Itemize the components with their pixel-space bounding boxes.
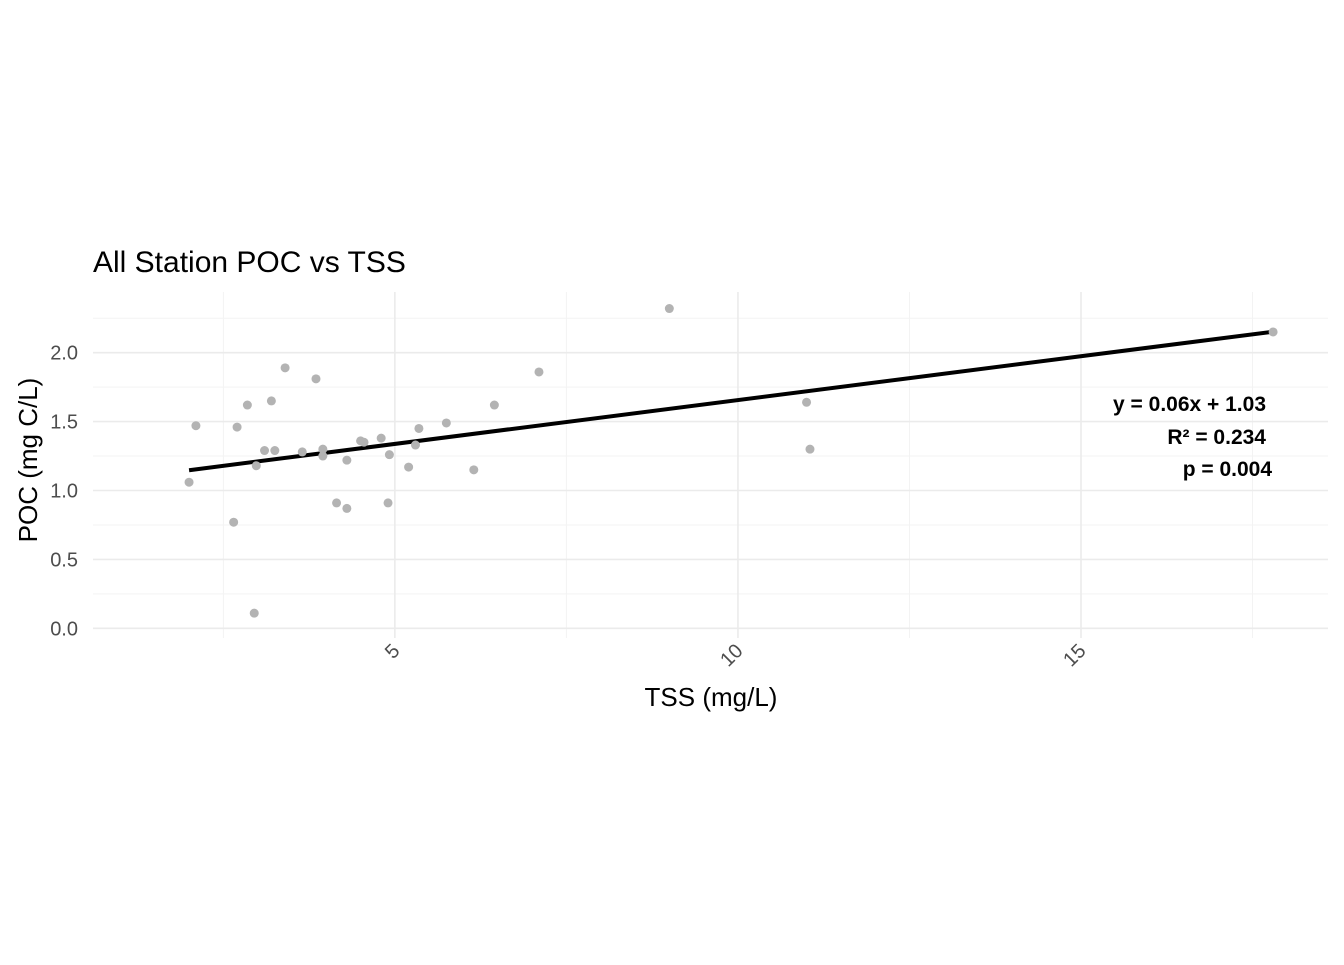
data-point [251, 461, 261, 471]
y-tick-label: 1.5 [50, 412, 78, 434]
data-point [1268, 327, 1278, 337]
data-point [359, 437, 369, 447]
data-point [410, 440, 420, 450]
points-group [184, 304, 1278, 618]
data-point [384, 450, 394, 460]
data-point [266, 396, 276, 406]
r-squared-annotation: R² = 0.234 [1167, 426, 1266, 449]
data-point [342, 503, 352, 513]
data-point [332, 498, 342, 508]
data-point [404, 462, 414, 472]
grid [93, 292, 1328, 638]
data-point [229, 517, 239, 527]
data-point [318, 444, 328, 454]
data-point [534, 367, 544, 377]
data-point [270, 446, 280, 456]
x-tick-label: 5 [381, 640, 404, 663]
data-point [242, 400, 252, 410]
trend-line [188, 329, 1274, 473]
data-point [489, 400, 499, 410]
data-point [260, 446, 270, 456]
data-point [342, 455, 352, 465]
y-tick-label: 1.0 [50, 481, 78, 503]
data-point [802, 397, 812, 407]
trend-line-group [188, 329, 1274, 473]
data-point [297, 447, 307, 457]
x-axis-title: TSS (mg/L) [645, 682, 778, 712]
data-point [318, 451, 328, 461]
ticks: 5 10 15 0.0 0.5 1.0 1.5 2.0 [50, 343, 1090, 672]
p-value-annotation: p = 0.004 [1183, 458, 1273, 481]
data-point [280, 363, 290, 373]
data-point [805, 444, 815, 454]
y-tick-label: 2.0 [50, 343, 78, 365]
data-point [191, 421, 201, 431]
equation-annotation: y = 0.06x + 1.03 [1113, 393, 1266, 416]
data-point [376, 433, 386, 443]
y-axis-title: POC (mg C/L) [13, 378, 43, 543]
y-tick-label: 0.5 [50, 549, 78, 571]
data-point [441, 418, 451, 428]
chart-title: All Station POC vs TSS [93, 246, 406, 279]
data-point [469, 465, 479, 475]
data-point [664, 304, 674, 314]
data-point [184, 477, 194, 487]
x-tick-label: 15 [1059, 640, 1090, 671]
data-point [311, 374, 321, 384]
data-point [414, 423, 424, 433]
data-point [232, 422, 242, 432]
data-point [383, 498, 393, 508]
x-tick-label: 10 [716, 640, 747, 671]
y-tick-label: 0.0 [50, 618, 78, 640]
data-point [249, 608, 259, 618]
